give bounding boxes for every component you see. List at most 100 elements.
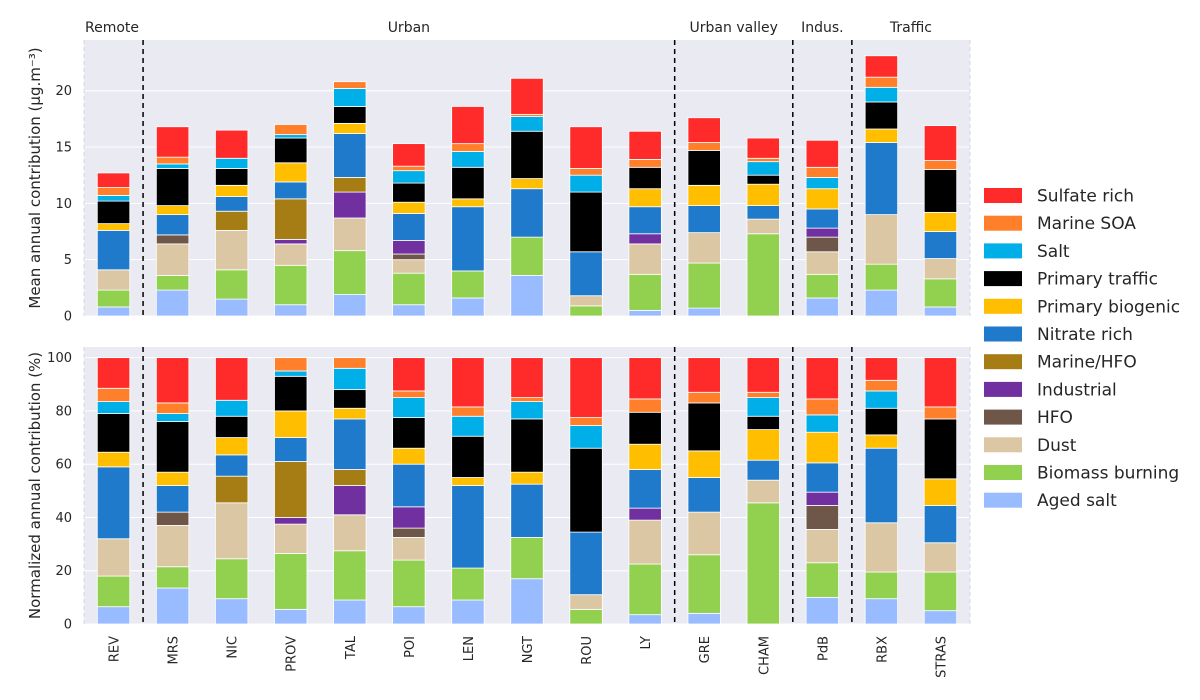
bar-segment [923,610,958,625]
bar-segment [215,598,249,625]
bar-segment [923,542,958,573]
bar-segment [392,463,426,508]
legend-swatch [984,215,1022,231]
bar-segment [687,477,721,513]
bar-segment [96,229,131,271]
y-tick-label: 20 [55,564,72,579]
legend-swatch [984,381,1022,397]
bar-segment [215,210,249,231]
bar-segment [392,182,426,203]
bar-segment [923,478,958,506]
bar-segment [746,391,780,399]
bar-segment [215,502,249,560]
bar-segment [392,253,426,261]
bar-segment [746,479,780,504]
bar-segment [333,133,367,178]
bar-segment [96,306,131,317]
bar-segment [746,174,780,185]
bar-segment [451,477,485,486]
bar-segment [392,240,426,255]
bar-segment [569,425,603,449]
legend-entry: Aged salt [1037,491,1117,511]
bar-segment [805,596,839,625]
bar-segment [687,117,721,143]
bar-segment [510,418,544,473]
bar-segment [96,200,131,225]
y-tick-label: 20 [55,84,72,99]
bar-segment [451,143,485,152]
bar-segment [687,357,721,393]
bar-segment [805,188,839,210]
bar-segment [628,469,662,509]
bar-segment [628,188,662,208]
bar-segment [687,232,721,264]
bar-segment [451,435,485,478]
bar-segment [687,554,721,614]
x-tick-label: STRAS [934,636,949,678]
bar-segment [805,414,839,433]
bar-segment [746,502,780,625]
bar-segment [215,399,249,417]
bar-segment [451,206,485,272]
bar-segment [451,106,485,145]
bar-segment [392,201,426,214]
bar-segment [687,450,721,478]
bar-segment [451,270,485,299]
bar-segment [155,156,190,165]
x-tick-label: REV [108,636,123,662]
bar-segment [392,397,426,418]
legend-entry: Salt [1037,242,1070,262]
legend-entry: Sulfate rich [1037,187,1134,207]
bar-segment [864,379,899,392]
bar-segment [333,407,367,420]
bar-segment [569,168,603,176]
x-tick-label: LEN [462,636,477,661]
legend-swatch [984,409,1022,425]
bar-segment [155,214,190,236]
bar-segment [628,233,662,245]
x-tick-label: PdB [816,636,831,661]
bar-segment [805,297,839,317]
bar-segment [333,81,367,89]
bar-segment [155,511,190,526]
y-tick-label: 100 [47,351,72,366]
bar-segment [392,559,426,608]
bar-segment [96,269,131,291]
bar-segment [274,304,308,317]
bar-segment [155,525,190,568]
bar-segment [274,523,308,554]
bar-segment [805,166,839,178]
bar-segment [274,124,308,136]
bar-segment [392,506,426,529]
bar-segment [333,418,367,470]
bar-segment [392,213,426,241]
bar-segment [333,217,367,252]
bar-segment [569,126,603,169]
legend-swatch [984,437,1022,453]
bar-segment [687,184,721,207]
bar-segment [155,243,190,276]
bar-segment [96,195,131,202]
bar-segment [215,129,249,159]
bar-segment [215,229,249,271]
bar-segment [746,218,780,235]
bar-segment [628,507,662,521]
bar-segment [392,143,426,167]
bar-segment [274,553,308,610]
bar-segment [923,406,958,420]
bar-segment [628,206,662,235]
group-label: Urban valley [690,20,778,36]
bar-segment [96,451,131,468]
bar-segment [451,151,485,168]
bar-segment [864,522,899,573]
bar-segment [864,142,899,216]
bar-segment [923,306,958,317]
bar-segment [215,168,249,186]
bar-segment [451,415,485,437]
bar-segment [746,157,780,163]
bar-segment [923,357,958,408]
bar-segment [746,415,780,430]
bar-segment [96,223,131,231]
bar-segment [333,191,367,219]
